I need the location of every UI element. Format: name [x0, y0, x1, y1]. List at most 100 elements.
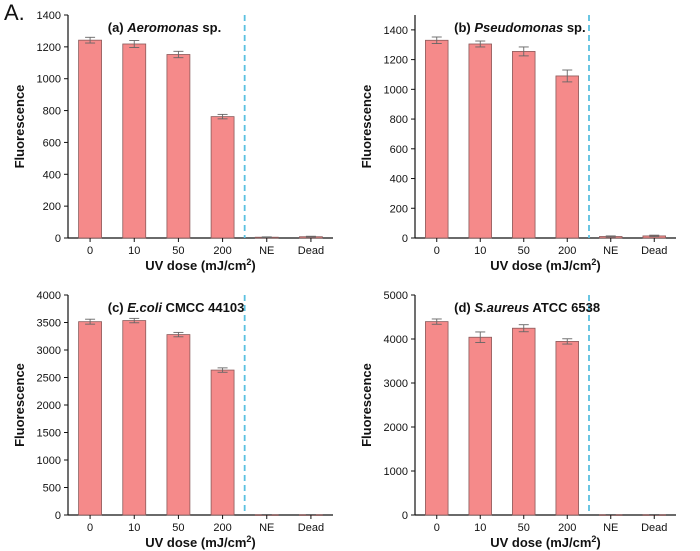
x-tick-label: 0 [87, 245, 93, 257]
x-axis-label-main: UV dose (mJ/cm [490, 535, 591, 550]
x-tick-label: 0 [434, 522, 440, 534]
bar-0 [425, 321, 449, 516]
x-tick-label: 10 [128, 522, 140, 534]
y-tick-label: 1200 [37, 42, 61, 54]
x-axis-label: UV dose (mJ/cm2) [145, 534, 256, 550]
x-tick-label: Dead [641, 245, 667, 257]
panel-title-prefix: (d) [454, 300, 474, 315]
y-axis-label: Fluorescence [12, 363, 27, 447]
y-tick-label: 400 [43, 169, 61, 181]
y-tick-label: 400 [390, 174, 408, 186]
chart-panel-2: 0 200 400 600 800 1000 1200 1400 0 10 50 200 NE Dead (… [359, 15, 676, 273]
chart-panel-1: 0 200 400 600 800 1000 1200 1400 0 10 50 200 NE Dead (… [12, 10, 333, 273]
bar-200 [210, 116, 235, 239]
x-tick-label: 200 [213, 245, 231, 257]
y-tick-label: 4000 [37, 290, 61, 302]
y-tick-label: 1000 [384, 466, 408, 478]
y-tick-label: 0 [402, 510, 408, 522]
bar-0 [425, 39, 449, 239]
x-axis-label-main: UV dose (mJ/cm [145, 535, 246, 550]
x-axis-label-end: ) [596, 535, 600, 550]
x-tick-label: 50 [518, 522, 530, 534]
x-axis-label-sup: 2 [591, 534, 596, 544]
bar-50 [512, 327, 536, 516]
bar-10 [122, 320, 147, 516]
y-tick-label: 1000 [37, 455, 61, 467]
x-axis-label: UV dose (mJ/cm2) [490, 257, 601, 273]
x-tick-label: 200 [558, 522, 576, 534]
x-axis-label-main: UV dose (mJ/cm [145, 258, 246, 273]
x-tick-label: 50 [172, 522, 184, 534]
panel-title: (d) S.aureus ATCC 6538 [454, 300, 600, 315]
x-tick-label: NE [259, 245, 274, 257]
y-tick-label: 3500 [37, 318, 61, 330]
y-tick-label: 1200 [384, 55, 408, 67]
x-axis-label-end: ) [251, 535, 255, 550]
panel-title: (a) Aeromonas sp. [108, 20, 221, 35]
bar-0 [78, 321, 102, 516]
x-tick-label: 0 [434, 245, 440, 257]
y-tick-label: 0 [55, 233, 61, 245]
x-tick-label: 50 [518, 245, 530, 257]
panel-title-organism: Pseudomonas [474, 20, 563, 35]
y-tick-label: 800 [43, 106, 61, 118]
y-tick-label: 1500 [37, 428, 61, 440]
x-axis-label: UV dose (mJ/cm2) [490, 534, 601, 550]
figure-label: A. [4, 0, 25, 25]
bar-10 [122, 43, 147, 239]
x-axis-label-main: UV dose (mJ/cm [490, 258, 591, 273]
x-tick-label: Dead [298, 522, 324, 534]
x-tick-label: NE [603, 245, 618, 257]
x-axis-label-sup: 2 [246, 257, 251, 267]
y-axis-label: Fluorescence [12, 85, 27, 169]
y-tick-label: 2000 [37, 400, 61, 412]
panel-title-suffix: sp. [199, 20, 221, 35]
y-axis-label: Fluorescence [359, 363, 374, 447]
y-tick-label: 1400 [37, 10, 61, 22]
panel-title-prefix: (c) [108, 300, 128, 315]
x-axis-label-end: ) [596, 258, 600, 273]
bar-50 [166, 334, 191, 516]
y-tick-label: 1000 [37, 74, 61, 86]
bar-50 [512, 51, 536, 239]
x-axis-label-sup: 2 [246, 534, 251, 544]
x-axis-label-end: ) [251, 258, 255, 273]
bar-0 [78, 39, 102, 239]
x-tick-label: NE [603, 522, 618, 534]
chart-panel-3: 0 500 1000 1500 2000 2500 3000 3500 4000 0 10 50 200… [12, 290, 333, 550]
y-tick-label: 3000 [384, 378, 408, 390]
panel-title-organism: S.aureus [474, 300, 529, 315]
y-tick-label: 2000 [384, 422, 408, 434]
panel-title-organism: Aeromonas [126, 20, 199, 35]
panel-title-suffix: sp. [563, 20, 585, 35]
y-tick-label: 800 [390, 114, 408, 126]
y-tick-label: 600 [390, 144, 408, 156]
panel-title-prefix: (b) [454, 20, 474, 35]
x-tick-label: 10 [474, 522, 486, 534]
x-axis-label-sup: 2 [591, 257, 596, 267]
panel-title-prefix: (a) [108, 20, 128, 35]
bar-200 [555, 75, 579, 239]
x-tick-label: 10 [128, 245, 140, 257]
bar-200 [210, 369, 235, 516]
bar-10 [468, 43, 492, 239]
y-tick-label: 4000 [384, 334, 408, 346]
y-tick-label: 600 [43, 137, 61, 149]
y-tick-label: 1000 [384, 84, 408, 96]
x-tick-label: NE [259, 522, 274, 534]
y-tick-label: 200 [43, 201, 61, 213]
x-tick-label: 200 [213, 522, 231, 534]
y-tick-label: 2500 [37, 373, 61, 385]
x-tick-label: 200 [558, 245, 576, 257]
bar-200 [555, 341, 579, 516]
x-tick-label: Dead [641, 522, 667, 534]
y-tick-label: 500 [43, 483, 61, 495]
x-tick-label: 50 [172, 245, 184, 257]
bar-10 [468, 336, 492, 516]
y-tick-label: 200 [390, 203, 408, 215]
chart-panel-4: 0 1000 2000 3000 4000 5000 0 10 50 200 NE Dead (d) S… [359, 290, 676, 550]
y-tick-label: 0 [55, 510, 61, 522]
x-tick-label: 0 [87, 522, 93, 534]
panel-title-suffix: CMCC 44103 [162, 300, 244, 315]
